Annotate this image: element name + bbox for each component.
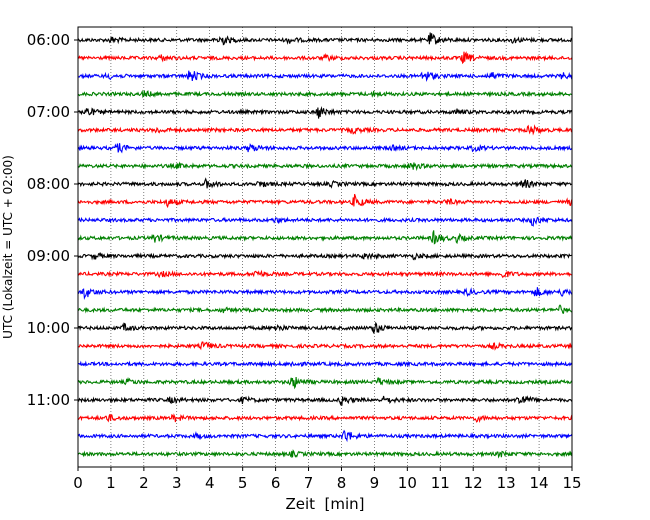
- x-tick-label-2: 2: [139, 474, 149, 492]
- trace-11:45: [77, 449, 573, 459]
- trace-09:15: [77, 269, 573, 279]
- trace-09:30: [77, 287, 573, 300]
- x-tick-label-12: 12: [464, 474, 483, 492]
- seismic-traces: [77, 32, 573, 459]
- trace-09:00: [77, 251, 573, 261]
- grid-lines: [110, 27, 540, 467]
- trace-11:00: [77, 395, 573, 406]
- x-tick-label-7: 7: [304, 474, 314, 492]
- plot-frame: [77, 26, 573, 468]
- x-tick-label-3: 3: [172, 474, 182, 492]
- trace-07:45: [77, 161, 573, 172]
- trace-10:15: [77, 341, 573, 351]
- x-tick-label-11: 11: [431, 474, 450, 492]
- trace-11:30: [77, 429, 573, 443]
- x-tick-label-5: 5: [238, 474, 248, 492]
- y-axis-label: UTC (Lokalzeit = UTC + 02:00): [1, 155, 15, 339]
- trace-10:00: [77, 321, 573, 334]
- trace-06:45: [77, 89, 573, 99]
- trace-07:00: [77, 106, 573, 119]
- x-tick-label-14: 14: [530, 474, 549, 492]
- x-tick-label-15: 15: [562, 474, 581, 492]
- x-tick-label-1: 1: [106, 474, 116, 492]
- x-tick-label-0: 0: [73, 474, 83, 492]
- plot-background: [78, 27, 572, 467]
- y-axis-ticks: 06:00 07:00 08:00 09:00 10:00 11:00: [27, 31, 78, 409]
- trace-06:30: [77, 70, 573, 83]
- y-tick-label-09:00: 09:00: [27, 247, 70, 265]
- trace-06:15: [77, 51, 573, 65]
- y-tick-label-11:00: 11:00: [27, 391, 70, 409]
- y-tick-label-10:00: 10:00: [27, 319, 70, 337]
- y-tick-label-07:00: 07:00: [27, 103, 70, 121]
- x-axis-ticks: 0 1 2 3 4 5 6 7 8 9 10 11 12 13 14 15: [73, 467, 582, 492]
- trace-08:30: [77, 216, 573, 227]
- y-tick-label-06:00: 06:00: [27, 31, 70, 49]
- trace-08:15: [77, 193, 573, 209]
- trace-08:00: [77, 177, 573, 189]
- trace-06:00: [77, 32, 572, 46]
- x-tick-label-10: 10: [398, 474, 417, 492]
- x-tick-label-13: 13: [497, 474, 516, 492]
- trace-10:30: [77, 360, 573, 368]
- y-tick-label-08:00: 08:00: [27, 175, 70, 193]
- x-tick-label-6: 6: [271, 474, 281, 492]
- trace-10:45: [77, 376, 573, 390]
- x-tick-label-9: 9: [370, 474, 380, 492]
- trace-11:15: [77, 413, 573, 423]
- trace-09:45: [78, 304, 573, 314]
- trace-07:30: [77, 143, 573, 154]
- x-axis-label: Zeit [min]: [285, 495, 364, 513]
- trace-07:15: [77, 124, 573, 136]
- trace-08:45: [77, 230, 573, 245]
- x-tick-label-4: 4: [205, 474, 215, 492]
- x-tick-label-8: 8: [337, 474, 347, 492]
